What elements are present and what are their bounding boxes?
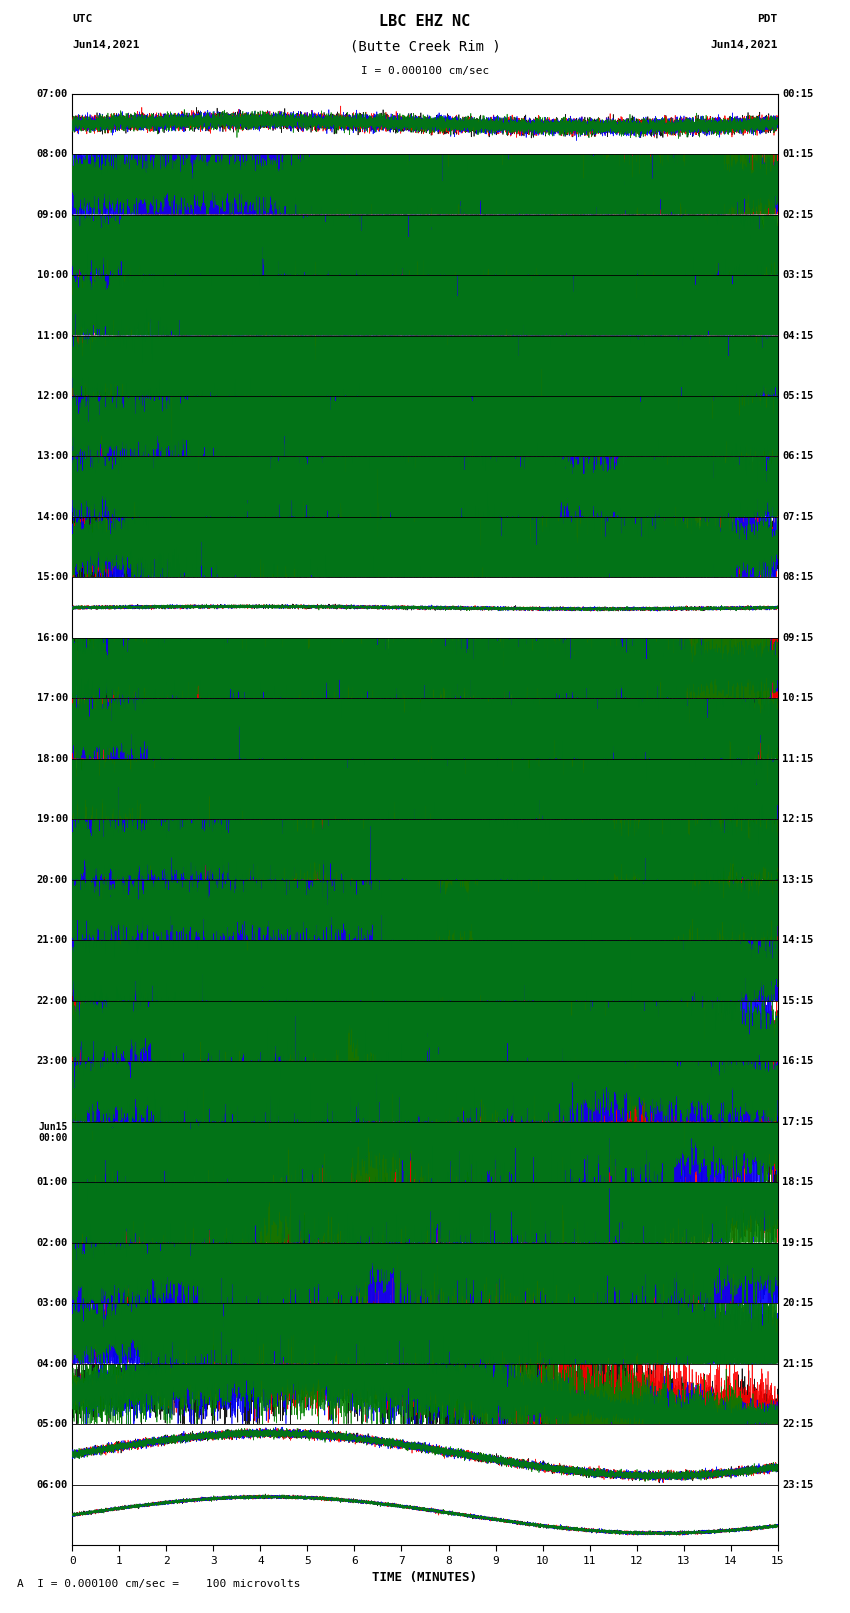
Bar: [72, 1365, 778, 1424]
Text: 15:00: 15:00: [37, 573, 68, 582]
Bar: [72, 698, 778, 760]
Text: 06:15: 06:15: [782, 452, 813, 461]
Text: A  I = 0.000100 cm/sec =    100 microvolts: A I = 0.000100 cm/sec = 100 microvolts: [17, 1579, 301, 1589]
Text: 10:00: 10:00: [37, 269, 68, 281]
Text: 22:15: 22:15: [782, 1419, 813, 1429]
Text: 11:15: 11:15: [782, 753, 813, 765]
Bar: [72, 1061, 778, 1123]
Bar: [72, 518, 778, 577]
Text: 14:00: 14:00: [37, 511, 68, 523]
Text: 00:15: 00:15: [782, 89, 813, 98]
Text: 23:15: 23:15: [782, 1479, 813, 1490]
Text: 02:15: 02:15: [782, 210, 813, 219]
Bar: [72, 276, 778, 336]
Text: 20:00: 20:00: [37, 874, 68, 886]
Bar: [72, 819, 778, 881]
Text: Jun14,2021: Jun14,2021: [72, 40, 139, 50]
Text: 02:00: 02:00: [37, 1237, 68, 1248]
Text: 05:15: 05:15: [782, 390, 813, 402]
Text: 21:00: 21:00: [37, 936, 68, 945]
Text: 23:00: 23:00: [37, 1057, 68, 1066]
Text: 18:15: 18:15: [782, 1177, 813, 1187]
Text: 14:15: 14:15: [782, 936, 813, 945]
Text: Jun15
00:00: Jun15 00:00: [38, 1123, 68, 1144]
Bar: [72, 760, 778, 819]
Bar: [72, 1182, 778, 1242]
Text: UTC: UTC: [72, 15, 93, 24]
Text: 19:15: 19:15: [782, 1237, 813, 1248]
Text: 04:15: 04:15: [782, 331, 813, 340]
Text: 01:15: 01:15: [782, 148, 813, 160]
Bar: [72, 1000, 778, 1061]
Bar: [72, 577, 778, 639]
Bar: [72, 639, 778, 698]
Bar: [72, 1303, 778, 1365]
Text: PDT: PDT: [757, 15, 778, 24]
Text: 22:00: 22:00: [37, 995, 68, 1007]
Text: 09:00: 09:00: [37, 210, 68, 219]
Text: 19:00: 19:00: [37, 815, 68, 824]
Bar: [72, 1424, 778, 1484]
Text: 07:15: 07:15: [782, 511, 813, 523]
Text: 10:15: 10:15: [782, 694, 813, 703]
Text: 11:00: 11:00: [37, 331, 68, 340]
Text: 20:15: 20:15: [782, 1298, 813, 1308]
Text: 08:15: 08:15: [782, 573, 813, 582]
Text: 05:00: 05:00: [37, 1419, 68, 1429]
Text: 16:00: 16:00: [37, 632, 68, 644]
Bar: [72, 1484, 778, 1545]
Bar: [72, 94, 778, 155]
Bar: [72, 397, 778, 456]
X-axis label: TIME (MINUTES): TIME (MINUTES): [372, 1571, 478, 1584]
Text: Jun14,2021: Jun14,2021: [711, 40, 778, 50]
Bar: [72, 155, 778, 215]
Text: 13:15: 13:15: [782, 874, 813, 886]
Bar: [72, 456, 778, 516]
Bar: [72, 336, 778, 397]
Text: 03:00: 03:00: [37, 1298, 68, 1308]
Bar: [72, 1242, 778, 1303]
Text: LBC EHZ NC: LBC EHZ NC: [379, 15, 471, 29]
Text: 01:00: 01:00: [37, 1177, 68, 1187]
Text: I = 0.000100 cm/sec: I = 0.000100 cm/sec: [361, 66, 489, 76]
Text: (Butte Creek Rim ): (Butte Creek Rim ): [349, 40, 501, 53]
Bar: [72, 215, 778, 276]
Text: 09:15: 09:15: [782, 632, 813, 644]
Text: 08:00: 08:00: [37, 148, 68, 160]
Text: 21:15: 21:15: [782, 1358, 813, 1369]
Text: 18:00: 18:00: [37, 753, 68, 765]
Text: 16:15: 16:15: [782, 1057, 813, 1066]
Text: 04:00: 04:00: [37, 1358, 68, 1369]
Bar: [72, 881, 778, 940]
Text: 12:15: 12:15: [782, 815, 813, 824]
Text: 03:15: 03:15: [782, 269, 813, 281]
Text: 07:00: 07:00: [37, 89, 68, 98]
Bar: [72, 940, 778, 1000]
Text: 17:15: 17:15: [782, 1116, 813, 1127]
Bar: [72, 1123, 778, 1182]
Text: 13:00: 13:00: [37, 452, 68, 461]
Text: 17:00: 17:00: [37, 694, 68, 703]
Text: 06:00: 06:00: [37, 1479, 68, 1490]
Text: 15:15: 15:15: [782, 995, 813, 1007]
Text: 12:00: 12:00: [37, 390, 68, 402]
